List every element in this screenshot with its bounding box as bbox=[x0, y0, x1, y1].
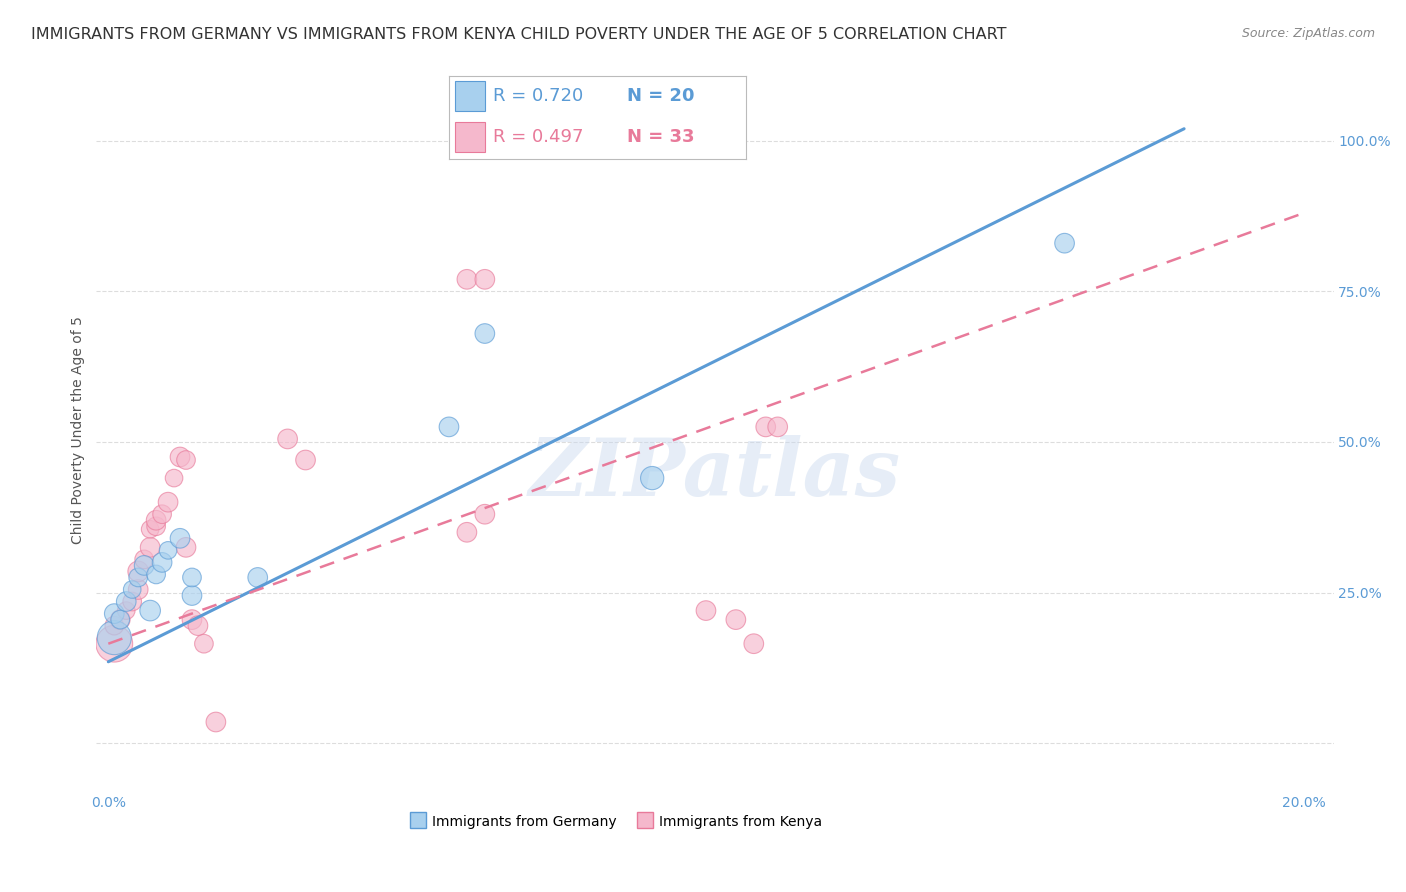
Point bbox=[127, 582, 149, 597]
Point bbox=[181, 589, 204, 603]
Point bbox=[713, 130, 735, 145]
Point bbox=[474, 272, 496, 286]
Point bbox=[474, 507, 496, 521]
Point bbox=[766, 420, 789, 434]
Point bbox=[103, 607, 125, 621]
Y-axis label: Child Poverty Under the Age of 5: Child Poverty Under the Age of 5 bbox=[72, 316, 86, 544]
Point bbox=[163, 471, 186, 485]
Point bbox=[134, 552, 156, 566]
Point bbox=[294, 453, 316, 467]
Point bbox=[157, 495, 180, 509]
Text: IMMIGRANTS FROM GERMANY VS IMMIGRANTS FROM KENYA CHILD POVERTY UNDER THE AGE OF : IMMIGRANTS FROM GERMANY VS IMMIGRANTS FR… bbox=[31, 27, 1007, 42]
Point bbox=[115, 604, 138, 618]
Point bbox=[169, 531, 191, 545]
Point bbox=[174, 541, 197, 555]
Point bbox=[110, 613, 132, 627]
Point bbox=[246, 570, 269, 584]
Point bbox=[103, 637, 125, 651]
Point bbox=[1053, 236, 1076, 251]
Point bbox=[169, 450, 191, 464]
Point bbox=[755, 420, 778, 434]
Point bbox=[134, 558, 156, 573]
Point bbox=[150, 507, 173, 521]
Point bbox=[205, 714, 228, 729]
Text: ZIPatlas: ZIPatlas bbox=[529, 434, 901, 512]
Point bbox=[456, 525, 478, 540]
Point bbox=[127, 570, 149, 584]
Point bbox=[127, 565, 149, 579]
Point bbox=[121, 582, 143, 597]
Point bbox=[187, 618, 209, 632]
Point bbox=[145, 567, 167, 582]
Point bbox=[150, 555, 173, 569]
Point bbox=[474, 326, 496, 341]
Point bbox=[695, 604, 717, 618]
Legend: Immigrants from Germany, Immigrants from Kenya: Immigrants from Germany, Immigrants from… bbox=[404, 809, 828, 835]
Point bbox=[139, 541, 162, 555]
Point bbox=[193, 637, 215, 651]
Point bbox=[139, 604, 162, 618]
Point bbox=[103, 631, 125, 645]
Point bbox=[742, 637, 765, 651]
Text: Source: ZipAtlas.com: Source: ZipAtlas.com bbox=[1241, 27, 1375, 40]
Point bbox=[115, 594, 138, 608]
Point bbox=[641, 471, 664, 485]
Point bbox=[181, 570, 204, 584]
Point bbox=[103, 618, 125, 632]
Point bbox=[724, 613, 747, 627]
Point bbox=[174, 453, 197, 467]
Point bbox=[145, 513, 167, 527]
Point bbox=[181, 613, 204, 627]
Point bbox=[456, 272, 478, 286]
Point bbox=[121, 594, 143, 608]
Point bbox=[437, 420, 460, 434]
Point bbox=[157, 543, 180, 558]
Point bbox=[145, 519, 167, 533]
Point bbox=[110, 613, 132, 627]
Point bbox=[139, 522, 162, 536]
Point bbox=[277, 432, 299, 446]
